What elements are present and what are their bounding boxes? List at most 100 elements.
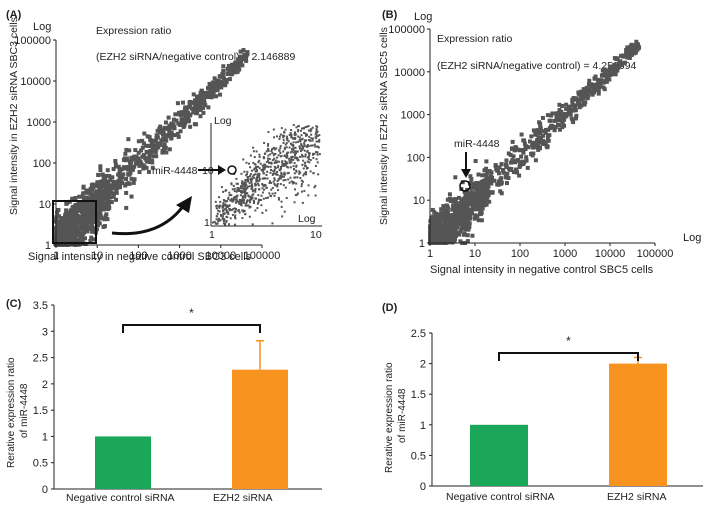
b-point — [446, 239, 451, 244]
panel-a-inset-point — [250, 169, 253, 172]
panel-a-inset-point — [258, 178, 261, 181]
panel-a-inset-point — [258, 188, 261, 191]
panel-a-inset-point — [225, 205, 228, 208]
panel-a-inset-point — [301, 180, 304, 183]
a-point — [224, 80, 229, 85]
a-point — [128, 170, 133, 175]
panel-a-inset-point — [298, 172, 301, 175]
a-point — [81, 216, 86, 221]
panel-a-inset-point — [280, 173, 283, 176]
panel-a-inset-point — [293, 131, 296, 134]
panel-a-inset-point — [295, 165, 298, 168]
panel-a-inset-point — [228, 191, 231, 194]
panel-a-inset-point — [277, 164, 280, 167]
panel-a-inset-point — [225, 189, 228, 192]
a-point — [166, 115, 171, 120]
b-xtick-label: 10 — [469, 248, 481, 260]
a-point — [203, 103, 208, 108]
b-point — [573, 116, 578, 121]
b-point — [499, 162, 504, 167]
panel-a-inset-point — [277, 196, 280, 199]
panel-a-zoom-arrow-curve — [111, 204, 186, 236]
panel-a-inset-point — [235, 177, 238, 180]
panel-a-inset-point — [246, 173, 249, 176]
panel-a-inset-point — [263, 183, 266, 186]
a-point — [171, 117, 176, 122]
panel-a-inset-point — [275, 173, 278, 176]
a-point — [236, 57, 241, 62]
panel-a-inset-point — [239, 186, 242, 189]
a-point — [179, 117, 184, 122]
a-point — [243, 57, 248, 62]
panel-a-inset-point — [294, 152, 297, 155]
b-point — [476, 185, 481, 190]
b-point — [531, 145, 536, 150]
b-point — [599, 78, 604, 83]
panel-a-inset-point — [317, 173, 320, 176]
b-point — [470, 194, 475, 199]
panel-a-inset-point — [280, 161, 283, 164]
b-point — [458, 239, 463, 244]
panel-a-inset-point — [263, 172, 266, 175]
a-point — [79, 207, 84, 212]
b-point — [504, 158, 509, 163]
a-point — [138, 160, 143, 165]
b-point — [453, 197, 458, 202]
panel-a-inset-point — [282, 131, 285, 134]
a-point — [83, 228, 88, 233]
b-point — [497, 165, 502, 170]
panel-a-inset-point — [241, 195, 244, 198]
b-point — [629, 52, 634, 57]
panel-a-inset-point — [294, 176, 297, 179]
a-point — [215, 87, 220, 92]
panel-a-inset-point — [260, 204, 263, 207]
a-point — [92, 229, 97, 234]
panel-a-inset-point — [293, 201, 296, 204]
b-point — [478, 181, 483, 186]
a-point — [56, 207, 61, 212]
a-point — [96, 203, 101, 208]
a-point — [104, 196, 109, 201]
a-point — [78, 202, 83, 207]
b-point — [557, 127, 562, 132]
panel-a-inset-point — [272, 128, 275, 131]
panel-a-inset-point — [231, 188, 234, 191]
b-point — [474, 181, 479, 186]
b-point — [611, 68, 616, 73]
a-point — [157, 130, 162, 135]
d-ytick-label: 1.5 — [411, 389, 426, 401]
panel-a-inset-point — [240, 199, 243, 202]
a-point — [79, 200, 84, 205]
b-point — [637, 45, 642, 50]
panel-a-inset-point — [265, 160, 268, 163]
panel-a-inset-point — [293, 162, 296, 165]
a-point — [88, 192, 93, 197]
panel-a-inset-point — [256, 202, 259, 205]
panel-a-inset-point — [304, 164, 307, 167]
a-xtick-label: 100000 — [244, 250, 281, 262]
panel-a-inset-point — [235, 182, 238, 185]
panel-a-inset-point — [285, 146, 288, 149]
b-point — [629, 44, 634, 49]
b-point — [619, 53, 624, 58]
a-point — [88, 226, 93, 231]
panel-a-inset-point — [221, 215, 224, 218]
panel-a-inset-point — [300, 143, 303, 146]
b-point — [462, 189, 467, 194]
a-point — [166, 126, 171, 131]
b-point — [447, 192, 452, 197]
panel-a-inset-point — [291, 148, 294, 151]
panel-a-inset-point — [223, 219, 226, 222]
panel-c-label: (C) — [6, 298, 22, 310]
panel-a-inset-point — [240, 204, 243, 207]
a-point — [131, 180, 136, 185]
panel-a-inset-point — [289, 176, 292, 179]
a-point — [111, 191, 116, 196]
panel-a-inset-point — [289, 132, 292, 135]
a-point — [102, 217, 107, 222]
a-point — [163, 145, 168, 150]
b-point — [475, 206, 480, 211]
panel-a-inset-point — [268, 192, 271, 195]
panel-a-inset-point — [270, 148, 273, 151]
b-point — [430, 207, 435, 212]
